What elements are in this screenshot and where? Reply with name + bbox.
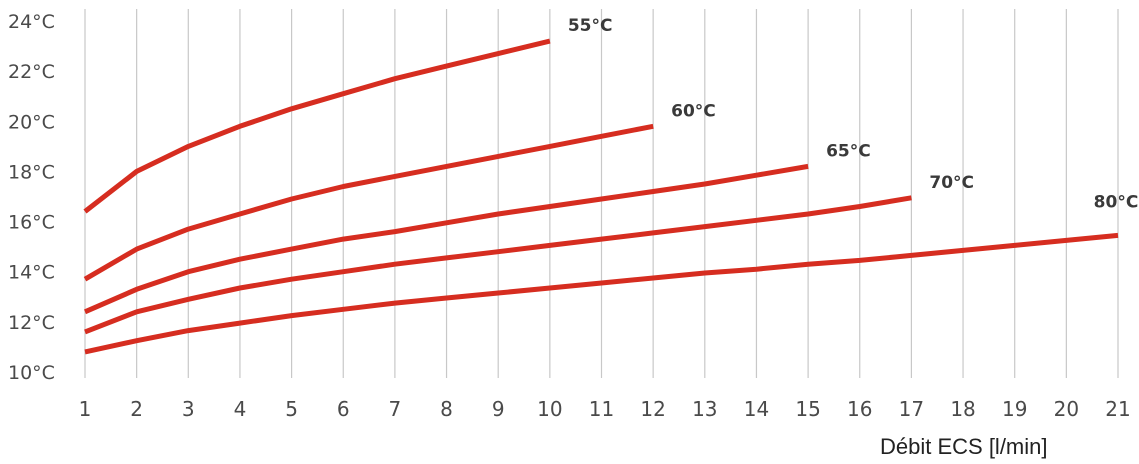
x-tick-label: 4 [234,397,247,421]
x-tick-label: 12 [640,397,665,421]
series-label-80c: 80°C [1094,192,1139,212]
series-layer [83,38,1119,355]
y-tick-label: 20°C [8,111,55,133]
x-tick-label: 9 [492,397,505,421]
x-axis-ticks: 1 2 3 4 5 6 7 8 9 10 11 12 13 14 15 16 17 18 19 20 21 [79,397,1131,421]
series-line-55c [83,38,551,214]
series-label-70c: 70°C [929,173,974,193]
y-tick-label: 24°C [8,11,55,33]
x-tick-label: 14 [744,397,769,421]
series-label-55c: 55°C [568,16,613,36]
x-tick-label: 6 [337,397,350,421]
series-line-65c [84,163,809,315]
x-tick-label: 19 [1002,397,1027,421]
x-tick-label: 18 [950,397,975,421]
y-tick-label: 16°C [8,212,55,234]
series-line-80c [84,232,1119,355]
y-axis-ticks: 10°C 12°C 14°C 16°C 18°C 20°C 22°C 24°C [8,11,55,384]
series-label-60c: 60°C [671,101,716,121]
grid-layer [84,9,1119,378]
y-tick-label: 14°C [8,262,55,284]
x-tick-label: 3 [182,397,195,421]
x-tick-label: 17 [899,397,924,421]
x-tick-label: 20 [1054,397,1079,421]
y-tick-label: 10°C [8,362,55,384]
series-line-70c [84,195,912,335]
x-tick-label: 13 [692,397,717,421]
x-tick-label: 15 [795,397,820,421]
x-axis-label: Débit ECS [l/min] [880,434,1048,459]
series-labels: 55°C 60°C 65°C 70°C 80°C [568,16,1138,212]
x-tick-label: 5 [285,397,298,421]
y-tick-label: 12°C [8,312,55,334]
x-tick-label: 10 [537,397,562,421]
x-tick-label: 1 [79,397,92,421]
y-tick-label: 22°C [8,61,55,83]
x-tick-label: 2 [130,397,143,421]
x-tick-label: 11 [589,397,614,421]
x-tick-label: 16 [847,397,872,421]
series-label-65c: 65°C [826,141,871,161]
x-tick-label: 21 [1105,397,1130,421]
x-tick-label: 8 [440,397,453,421]
y-tick-label: 18°C [8,161,55,183]
series-line-60c [83,123,654,282]
x-tick-label: 7 [389,397,402,421]
